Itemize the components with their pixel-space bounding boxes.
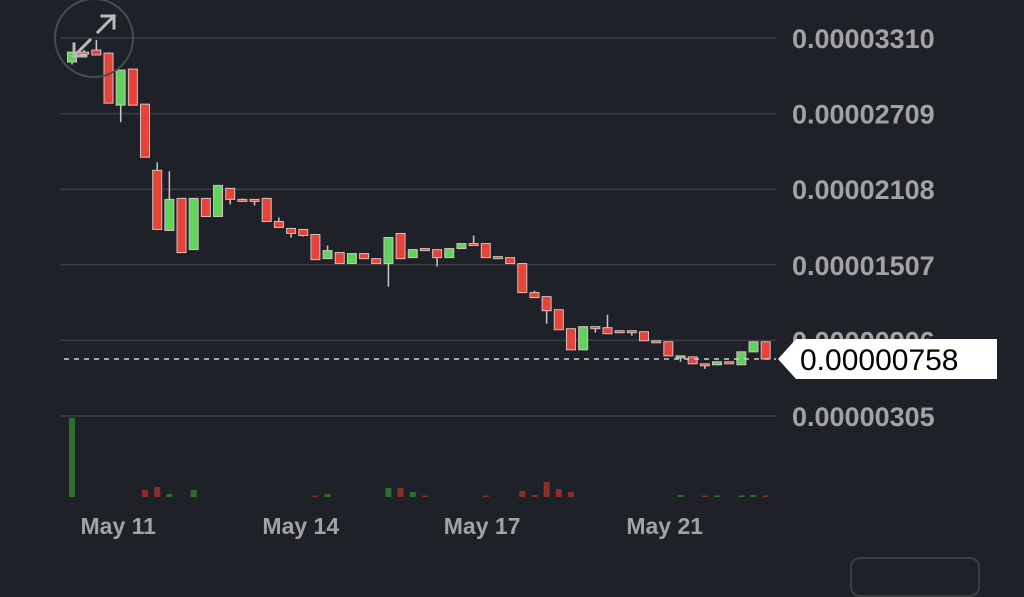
candle-up (444, 248, 455, 259)
volume-bar (385, 488, 392, 497)
volume-bar (69, 418, 75, 497)
candle-up (578, 326, 589, 351)
candle-down (286, 227, 297, 234)
last-price-tag (778, 339, 997, 380)
x-tick-label: May 14 (262, 513, 339, 539)
candle-down (687, 356, 698, 365)
candle-down (699, 363, 710, 367)
candle-down (225, 187, 236, 200)
volume-bar (555, 489, 562, 497)
candle-down (359, 253, 370, 260)
candle-down (517, 263, 528, 294)
candle-down (334, 252, 345, 265)
candle-down (310, 233, 321, 261)
candle-down (395, 232, 406, 260)
candle-down (176, 197, 187, 254)
volume-bar (482, 495, 489, 497)
volume-bar (519, 491, 526, 497)
volume-bar (677, 495, 684, 497)
candle-down (371, 258, 382, 265)
candle-up (712, 361, 723, 366)
candle-up (115, 69, 126, 106)
candle-down (760, 341, 771, 360)
candle-down (565, 328, 576, 351)
x-tick-label: May 17 (444, 513, 521, 539)
candle-down (651, 340, 662, 344)
candle-up (456, 243, 467, 250)
volume-bar (166, 494, 173, 497)
y-tick-label: 0.00002709 (792, 100, 935, 130)
volume-bar (714, 495, 721, 497)
volume-bar (324, 494, 331, 497)
candle-up (748, 341, 759, 353)
y-tick-label: 0.00001507 (792, 251, 935, 281)
volume-bar (421, 495, 428, 497)
expand-button[interactable] (54, 0, 134, 78)
candle-down (127, 68, 138, 106)
candle-down (541, 296, 552, 312)
candle-up (164, 198, 175, 231)
candle-down (505, 257, 516, 265)
candle-down (140, 103, 151, 158)
volume-bar (567, 492, 574, 497)
volume-bar (312, 495, 319, 497)
candle-down (261, 197, 272, 223)
x-tick-label: May 11 (81, 513, 157, 539)
candle-down (249, 198, 260, 202)
candle-down (298, 228, 309, 236)
candle-up (346, 253, 357, 265)
candle-down (529, 292, 540, 299)
candle-down (626, 330, 637, 334)
candle-up (383, 236, 394, 265)
y-tick-label: 0.00003310 (792, 24, 935, 54)
candle-up (322, 250, 333, 260)
candle-up (188, 197, 199, 251)
volume-bar (738, 495, 745, 497)
expand-arrows-icon (71, 13, 117, 59)
x-tick-label: May 21 (626, 513, 703, 539)
candle-down (590, 326, 601, 330)
candle-up (407, 249, 418, 259)
last-price-label: 0.00000758 (800, 344, 959, 377)
volume-bar (750, 495, 757, 497)
y-tick-label: 0.00000305 (792, 402, 935, 432)
y-tick-label: 0.00002108 (792, 175, 935, 205)
candle-down (480, 243, 491, 259)
volume-bar (190, 490, 197, 497)
candle-down (200, 197, 211, 217)
candle-down (724, 361, 735, 365)
candlestick-chart[interactable]: 0.00003310 0.00002709 0.00002108 0.00001507… (0, 0, 1024, 576)
volume-bar (531, 495, 538, 497)
candle-down (638, 331, 649, 342)
candle-down (273, 221, 284, 228)
candle-down (152, 169, 163, 230)
candle-down (237, 198, 248, 202)
candle-down (468, 243, 479, 247)
candle-down (553, 309, 564, 331)
candle-down (432, 249, 443, 259)
candle-down (663, 341, 674, 357)
volume-bar (154, 487, 161, 497)
volume-bar (543, 482, 550, 497)
candle-down (614, 330, 625, 334)
candle-down (492, 256, 503, 260)
volume-bar (701, 495, 708, 497)
candle-up (675, 355, 686, 359)
candle-up (213, 184, 224, 217)
bottom-button[interactable] (850, 557, 980, 597)
volume-bar (142, 490, 149, 497)
volume-bar (762, 495, 769, 497)
candle-down (419, 248, 430, 252)
volume-bar (409, 492, 416, 497)
candle-down (602, 327, 613, 335)
volume-bar (397, 488, 404, 497)
